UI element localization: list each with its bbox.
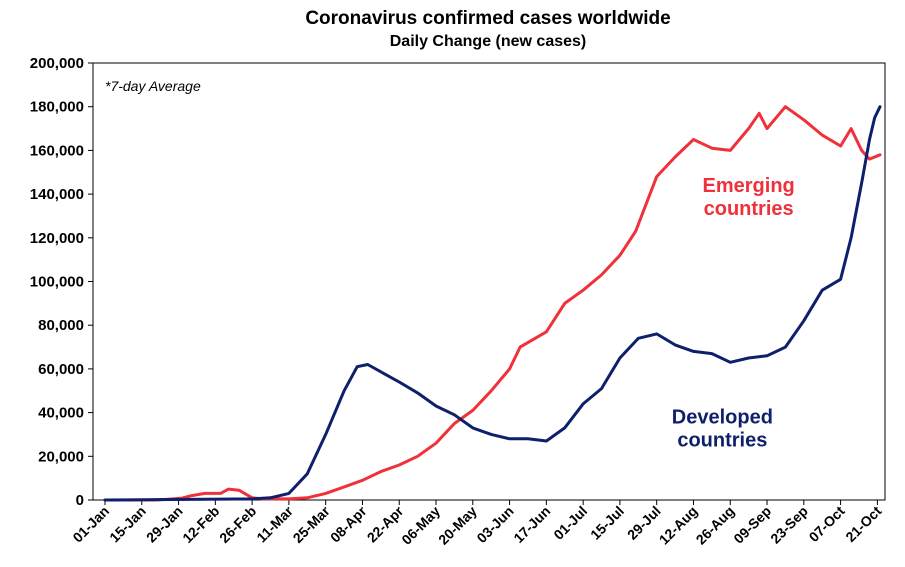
series-line-developed-countries (103, 105, 882, 502)
chart-subtitle: Daily Change (new cases) (390, 33, 587, 50)
y-tick-label: 180,000 (30, 99, 84, 116)
x-tick-label: 26-Feb (216, 503, 259, 546)
series-layer (103, 105, 882, 502)
x-tick-label: 07-Oct (806, 503, 848, 545)
x-tick-label: 06-May (398, 503, 443, 548)
y-tick-label: 80,000 (38, 317, 84, 334)
x-tick-label: 11-Mar (253, 502, 296, 545)
x-tick-label: 12-Feb (179, 503, 222, 546)
series-line-emerging-countries (103, 105, 882, 502)
y-tick-label: 0 (76, 492, 84, 509)
y-tick-label: 120,000 (30, 230, 84, 247)
y-tick-label: 60,000 (38, 361, 84, 378)
series-label: Developed (672, 407, 773, 429)
plot-area (92, 62, 886, 501)
y-tick-label: 200,000 (30, 55, 84, 72)
chart-title: Coronavirus confirmed cases worldwide (305, 8, 670, 29)
y-tick-label: 20,000 (38, 448, 84, 465)
y-tick-label: 140,000 (30, 186, 84, 203)
chart-note: *7-day Average (105, 78, 201, 94)
x-tick-label: 25-Mar (290, 502, 334, 546)
series-label: countries (704, 198, 794, 220)
y-tick-label: 160,000 (30, 142, 84, 159)
x-axis: 01-Jan15-Jan29-Jan12-Feb26-Feb11-Mar25-M… (69, 500, 885, 548)
x-tick-label: 29-Jan (143, 503, 186, 546)
x-tick-label: 23-Sep (767, 503, 811, 547)
x-tick-label: 20-May (435, 503, 480, 548)
x-tick-label: 09-Sep (730, 503, 774, 547)
series-label: Emerging (703, 175, 795, 197)
x-tick-label: 01-Jul (550, 503, 590, 543)
x-tick-label: 01-Jan (69, 503, 112, 546)
x-tick-label: 15-Jul (587, 503, 627, 543)
y-axis: 0 20,000 40,000 60,000 80,000 100,000 120,000 1… (30, 55, 93, 509)
y-tick-label: 100,000 (30, 274, 84, 291)
x-tick-label: 17-Jun (510, 503, 553, 546)
series-label: countries (677, 430, 767, 452)
x-tick-label: 08-Apr (327, 502, 370, 545)
x-tick-label: 15-Jan (106, 503, 149, 546)
x-tick-label: 21-Oct (842, 503, 884, 545)
x-tick-label: 12-Aug (656, 503, 701, 548)
y-tick-label: 40,000 (38, 405, 84, 422)
x-tick-label: 03-Jun (473, 503, 516, 546)
x-tick-label: 26-Aug (693, 503, 738, 548)
